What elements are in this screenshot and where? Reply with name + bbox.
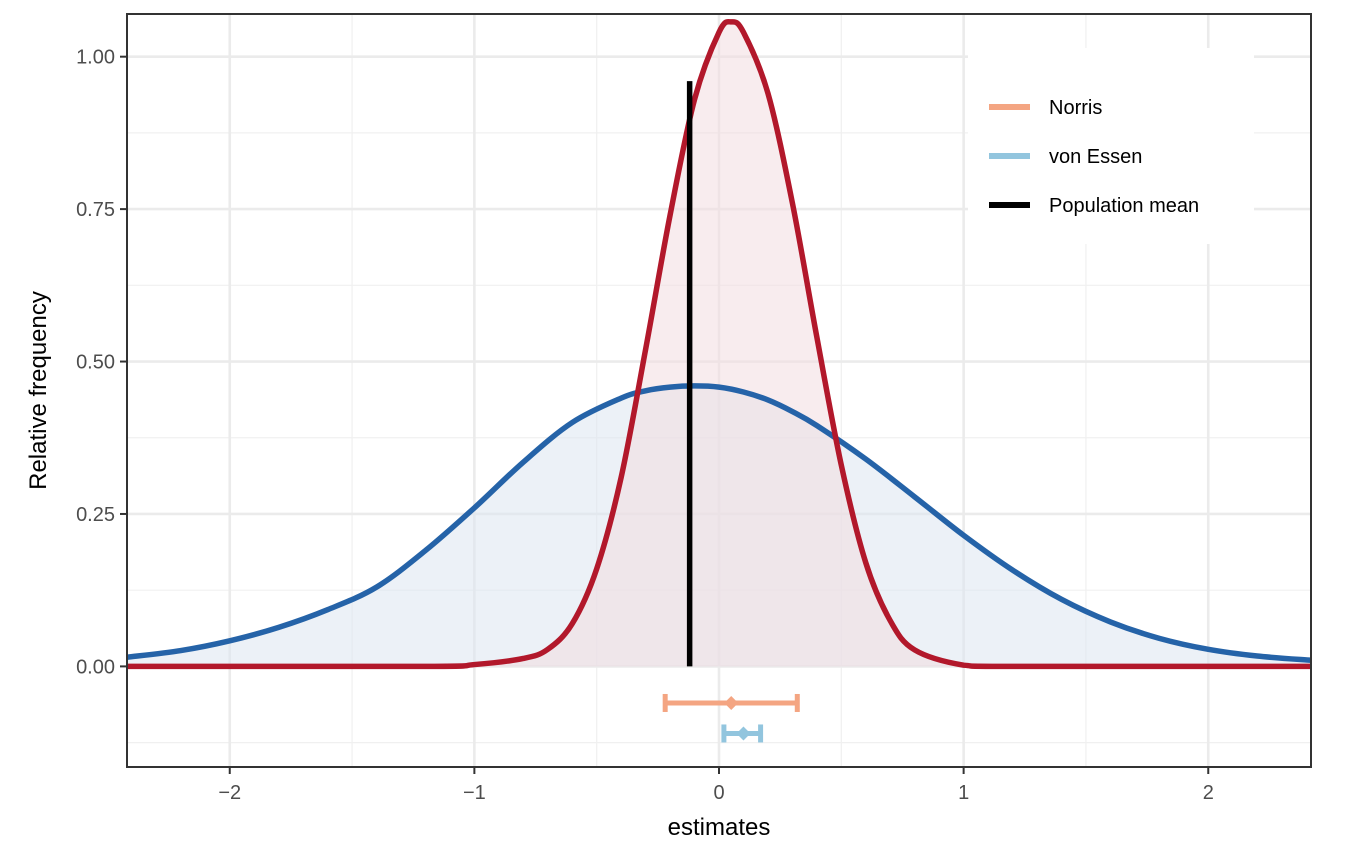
density-curves bbox=[126, 18, 1312, 670]
x-tick-label: 2 bbox=[1203, 782, 1214, 804]
y-tick-label: 0.75 bbox=[76, 199, 115, 221]
axis-ticks: −2 −1 0 1 2 0.00 0.25 0.50 0.75 1.00 bbox=[76, 47, 1214, 804]
legend-label: Population mean bbox=[1049, 195, 1199, 217]
y-tick-label: 1.00 bbox=[76, 47, 115, 69]
x-axis-title: estimates bbox=[668, 814, 771, 841]
legend-background bbox=[968, 48, 1254, 244]
x-tick-label: 1 bbox=[958, 782, 969, 804]
density-curve-wide bbox=[126, 383, 1312, 664]
y-axis-title: Relative frequency bbox=[25, 291, 52, 490]
y-tick-label: 0.00 bbox=[76, 656, 115, 678]
x-tick-label: −1 bbox=[463, 782, 486, 804]
y-tick-label: 0.25 bbox=[76, 504, 115, 526]
x-tick-label: 0 bbox=[713, 782, 724, 804]
legend: Norris von Essen Population mean bbox=[968, 48, 1254, 244]
legend-label: Norris bbox=[1049, 97, 1102, 119]
interval-estimates bbox=[662, 693, 800, 743]
interval-point-norris bbox=[724, 695, 739, 710]
x-tick-label: −2 bbox=[218, 782, 241, 804]
legend-label: von Essen bbox=[1049, 146, 1142, 168]
y-tick-label: 0.50 bbox=[76, 352, 115, 374]
density-fills bbox=[127, 21, 1311, 667]
density-curve-narrow bbox=[126, 18, 1311, 670]
interval-point-von-essen bbox=[736, 726, 751, 741]
density-fill-narrow bbox=[127, 21, 1311, 667]
